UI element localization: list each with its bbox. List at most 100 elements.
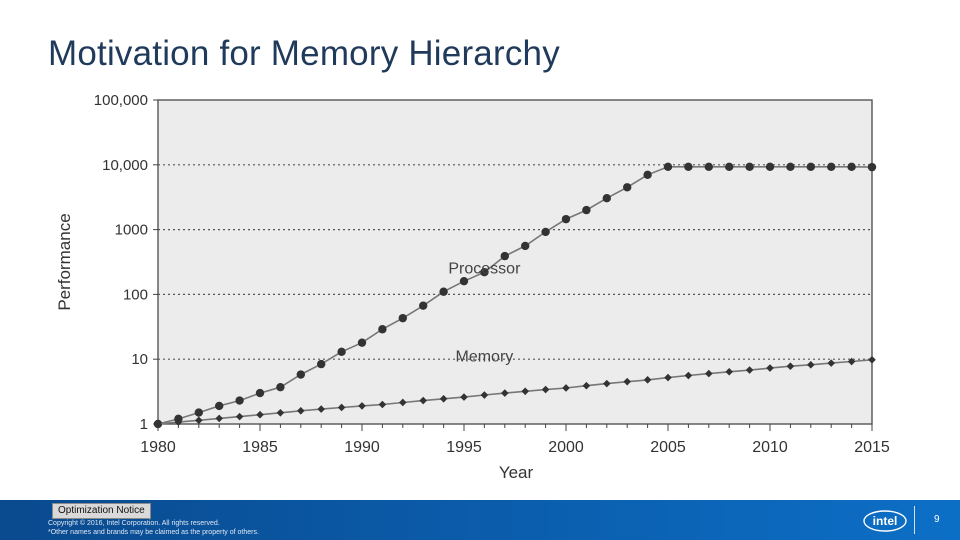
processor-point bbox=[561, 214, 571, 224]
memory-series-label: Memory bbox=[456, 348, 514, 365]
processor-point bbox=[623, 183, 632, 192]
memory-point bbox=[154, 420, 162, 428]
memory-point bbox=[541, 385, 550, 394]
memory-point bbox=[868, 355, 876, 364]
processor-point bbox=[439, 287, 448, 296]
memory-point bbox=[725, 367, 733, 376]
processor-point bbox=[500, 251, 509, 261]
series-layer: Processor Memory bbox=[153, 162, 877, 429]
memory-point bbox=[337, 403, 346, 412]
x-tick-label: 2010 bbox=[752, 439, 788, 456]
processor-point bbox=[276, 382, 285, 392]
memory-point bbox=[603, 379, 611, 388]
x-axis-label: Year bbox=[499, 463, 534, 482]
processor-point bbox=[480, 268, 489, 277]
memory-point bbox=[276, 408, 285, 417]
memory-point bbox=[847, 357, 856, 366]
x-tick-label: 1990 bbox=[344, 439, 380, 456]
x-tick-label: 1980 bbox=[140, 439, 176, 456]
x-tick-label: 1985 bbox=[242, 439, 278, 456]
processor-point bbox=[296, 370, 305, 379]
footer-divider bbox=[914, 506, 915, 534]
memory-point bbox=[684, 371, 693, 380]
footer-bar: Optimization Notice Copyright © 2016, In… bbox=[0, 500, 960, 540]
processor-point bbox=[806, 162, 815, 172]
memory-point bbox=[705, 369, 713, 378]
x-tick-label: 2015 bbox=[854, 439, 890, 456]
processor-point bbox=[765, 162, 775, 172]
memory-point bbox=[643, 376, 652, 384]
processor-point bbox=[337, 347, 346, 357]
processor-point bbox=[827, 162, 836, 172]
memory-point bbox=[786, 362, 795, 370]
performance-chart: 1 10 100 1000 10,000 100,000 1980 1985 1990 1995… bbox=[55, 92, 890, 482]
processor-point bbox=[725, 162, 734, 172]
processor-point bbox=[317, 359, 326, 369]
processor-point bbox=[602, 194, 611, 203]
y-axis-label: Performance bbox=[55, 213, 74, 310]
y-tick-label: 100 bbox=[123, 286, 148, 303]
processor-point bbox=[419, 301, 428, 310]
processor-point bbox=[684, 162, 693, 172]
memory-point bbox=[521, 387, 529, 396]
chart-svg: 1 10 100 1000 10,000 100,000 1980 1985 1990 1995… bbox=[55, 92, 890, 482]
memory-point bbox=[807, 360, 815, 369]
memory-point bbox=[419, 396, 427, 405]
y-tick-label: 1 bbox=[140, 416, 148, 433]
processor-point bbox=[786, 162, 795, 172]
memory-point bbox=[480, 391, 489, 399]
y-tick-label: 10 bbox=[131, 351, 148, 368]
copyright-line-2: *Other names and brands may be claimed a… bbox=[48, 529, 259, 536]
copyright-line-1: Copyright © 2016, Intel Corporation. All… bbox=[48, 520, 220, 527]
processor-point bbox=[867, 162, 877, 172]
memory-point bbox=[235, 412, 244, 421]
memory-point bbox=[215, 414, 223, 423]
processor-point bbox=[745, 162, 754, 172]
memory-point bbox=[174, 418, 183, 426]
memory-point bbox=[195, 416, 203, 425]
page-number: 9 bbox=[934, 514, 940, 525]
optimization-notice-link[interactable]: Optimization Notice bbox=[52, 503, 151, 519]
memory-point bbox=[827, 359, 835, 367]
memory-point bbox=[745, 366, 754, 374]
y-tick-labels: 1 10 100 1000 10,000 100,000 bbox=[94, 92, 158, 433]
processor-point bbox=[235, 396, 244, 405]
memory-point bbox=[399, 398, 407, 407]
processor-point bbox=[357, 338, 367, 347]
x-tick-label: 1995 bbox=[446, 439, 482, 456]
plot-frame bbox=[157, 99, 873, 425]
x-tick-label: 2005 bbox=[650, 439, 686, 456]
x-tick-label: 2000 bbox=[548, 439, 584, 456]
memory-point bbox=[582, 381, 591, 390]
processor-point bbox=[378, 325, 387, 334]
processor-point bbox=[398, 313, 407, 323]
processor-point bbox=[643, 170, 652, 180]
memory-point bbox=[297, 406, 305, 415]
processor-point bbox=[459, 276, 469, 286]
x-tick-labels: 1980 1985 1990 1995 2000 2005 2010 2015 bbox=[140, 424, 890, 456]
y-tick-label: 100,000 bbox=[94, 92, 148, 109]
processor-point bbox=[582, 205, 591, 215]
processor-point bbox=[521, 241, 530, 251]
processor-point bbox=[215, 401, 224, 411]
memory-point bbox=[460, 393, 468, 401]
memory-point bbox=[439, 394, 448, 403]
axes bbox=[157, 99, 873, 425]
processor-point bbox=[541, 227, 550, 237]
processor-point bbox=[255, 388, 265, 398]
memory-point bbox=[623, 377, 631, 386]
memory-point bbox=[562, 384, 570, 392]
y-tick-label: 10,000 bbox=[102, 157, 148, 174]
intel-logo-text: intel bbox=[873, 514, 898, 528]
memory-point bbox=[256, 410, 264, 419]
processor-point bbox=[704, 162, 713, 172]
processor-point bbox=[663, 162, 673, 172]
memory-point bbox=[378, 400, 387, 409]
memory-point bbox=[664, 373, 672, 382]
memory-point bbox=[501, 389, 509, 397]
memory-point bbox=[317, 405, 325, 413]
memory-point bbox=[358, 402, 366, 410]
memory-point bbox=[766, 364, 774, 372]
processor-point bbox=[194, 408, 203, 417]
intel-logo-icon: intel bbox=[863, 510, 907, 532]
